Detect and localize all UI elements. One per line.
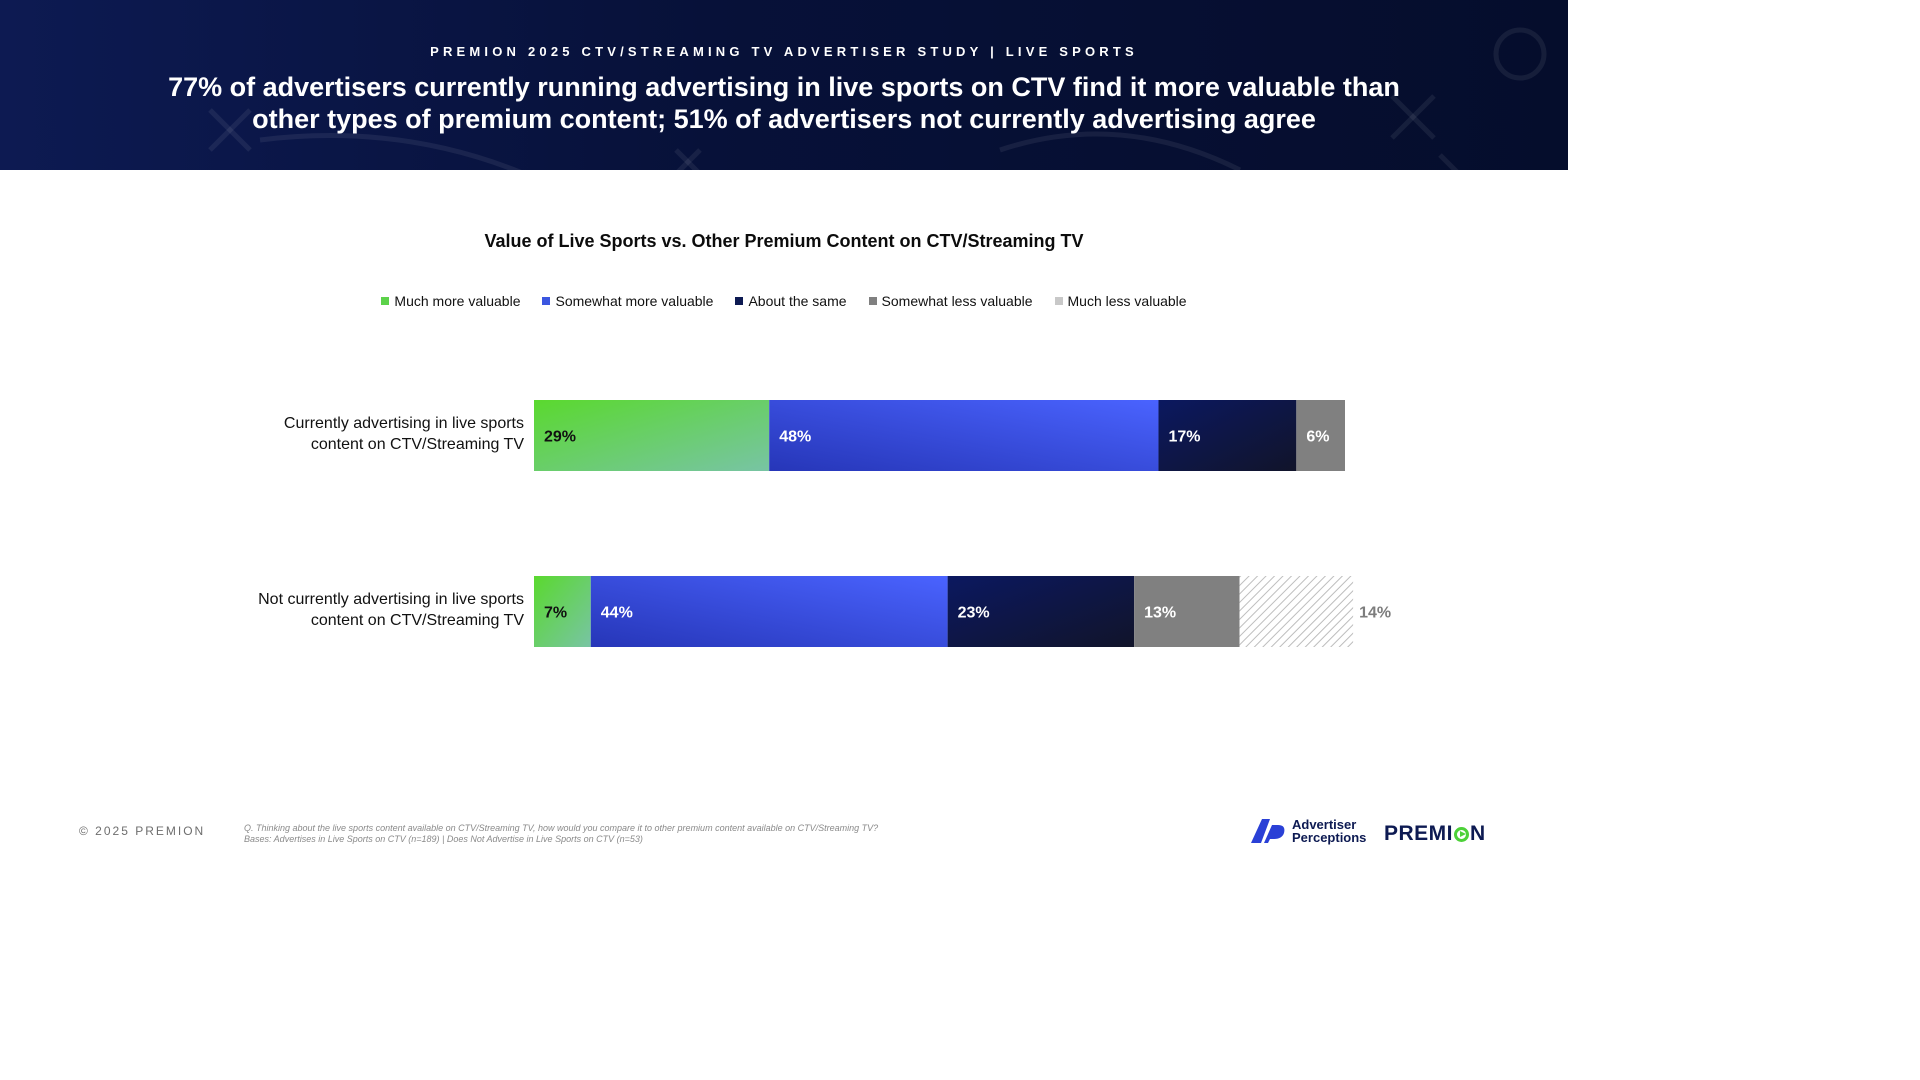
footnote-bases: Bases: Advertises in Live Sports on CTV … [244, 834, 643, 844]
data-label-somewhat-more-row-1: 48% [779, 429, 811, 446]
ap-wordmark-line: Perceptions [1292, 830, 1367, 845]
premion-wordmark-b: N [1470, 822, 1486, 845]
footnote-question: Q. Thinking about the live sports conten… [244, 823, 879, 833]
chart-legend: Much more valuable Somewhat more valuabl… [0, 293, 1568, 309]
legend-item-somewhat-more: Somewhat more valuable [542, 293, 713, 309]
row-label-line: content on CTV/Streaming TV [310, 436, 524, 453]
bar-segment-somewhat-more-row-1 [769, 400, 1159, 471]
legend-item-about-same: About the same [735, 293, 847, 309]
row-label-currently-advertising: Currently advertising in live sports con… [200, 413, 524, 455]
legend-label: Much more valuable [394, 293, 521, 309]
row-label-not-advertising: Not currently advertising in live sports… [200, 589, 524, 631]
legend-label: Somewhat less valuable [881, 293, 1033, 309]
legend-swatch [1054, 297, 1063, 305]
legend-item-somewhat-less: Somewhat less valuable [868, 293, 1033, 309]
bar-segment-somewhat-more-row-2 [590, 576, 948, 647]
headline: 77% of advertisers currently running adv… [100, 71, 1468, 135]
legend-item-much-more: Much more valuable [381, 293, 520, 309]
footnote: Q. Thinking about the live sports conten… [244, 823, 878, 845]
legend-label: About the same [748, 293, 847, 309]
ap-wordmark: Advertiser Perceptions [1292, 818, 1366, 844]
header-banner: PREMION 2025 CTV/STREAMING TV ADVERTISER… [0, 0, 1568, 170]
bar-segment-much-more-row-1 [534, 400, 770, 471]
legend-swatch [735, 297, 744, 305]
premion-wordmark-a: PREMI [1384, 822, 1454, 845]
row-label-line: content on CTV/Streaming TV [310, 612, 524, 629]
row-label-line: Not currently advertising in live sports [258, 591, 524, 608]
headline-line-1: 77% of advertisers currently running adv… [168, 72, 1400, 102]
premion-logo: PREMI N [1384, 822, 1486, 846]
stacked-bar-chart: 29% 48% 17% 6% 7% 44% 23% 13% 14% [534, 400, 1391, 647]
headline-line-2: other types of premium content; 51% of a… [252, 104, 1316, 134]
bar-segment-somewhat-less-row-2 [1134, 576, 1240, 647]
data-label-much-more-row-2: 7% [544, 605, 567, 622]
row-label-line: Currently advertising in live sports [283, 415, 524, 432]
legend-label: Much less valuable [1067, 293, 1187, 309]
legend-swatch [868, 297, 877, 305]
bar-segment-much-more-row-2 [534, 576, 591, 647]
copyright: © 2025 PREMION [79, 824, 206, 838]
bar-segment-about-same-row-2 [947, 576, 1135, 647]
playbook-decoration-icon [208, 27, 1547, 170]
study-eyebrow: PREMION 2025 CTV/STREAMING TV ADVERTISER… [430, 44, 1138, 59]
advertiser-perceptions-logo: Advertiser Perceptions [1250, 818, 1366, 844]
data-label-about-same-row-1: 17% [1168, 429, 1200, 446]
chart-title: Value of Live Sports vs. Other Premium C… [484, 231, 1084, 251]
bar-segment-somewhat-less-row-1 [1296, 400, 1345, 471]
data-label-somewhat-less-row-2: 13% [1144, 605, 1176, 622]
legend-item-much-less: Much less valuable [1054, 293, 1187, 309]
bar-segment-much-less-row-2 [1239, 576, 1354, 647]
ap-wordmark-line: Advertiser [1292, 817, 1357, 832]
data-label-much-less-row-2: 14% [1359, 605, 1391, 622]
play-circle-icon [1454, 826, 1470, 842]
bar-segment-about-same-row-1 [1158, 400, 1297, 471]
data-label-somewhat-more-row-2: 44% [601, 605, 633, 622]
data-label-somewhat-less-row-1: 6% [1306, 429, 1329, 446]
data-label-about-same-row-2: 23% [958, 605, 990, 622]
ap-mark-icon [1251, 819, 1285, 843]
legend-label: Somewhat more valuable [555, 293, 714, 309]
legend-swatch [542, 297, 551, 305]
legend-swatch [381, 297, 390, 305]
data-label-much-more-row-1: 29% [544, 429, 576, 446]
